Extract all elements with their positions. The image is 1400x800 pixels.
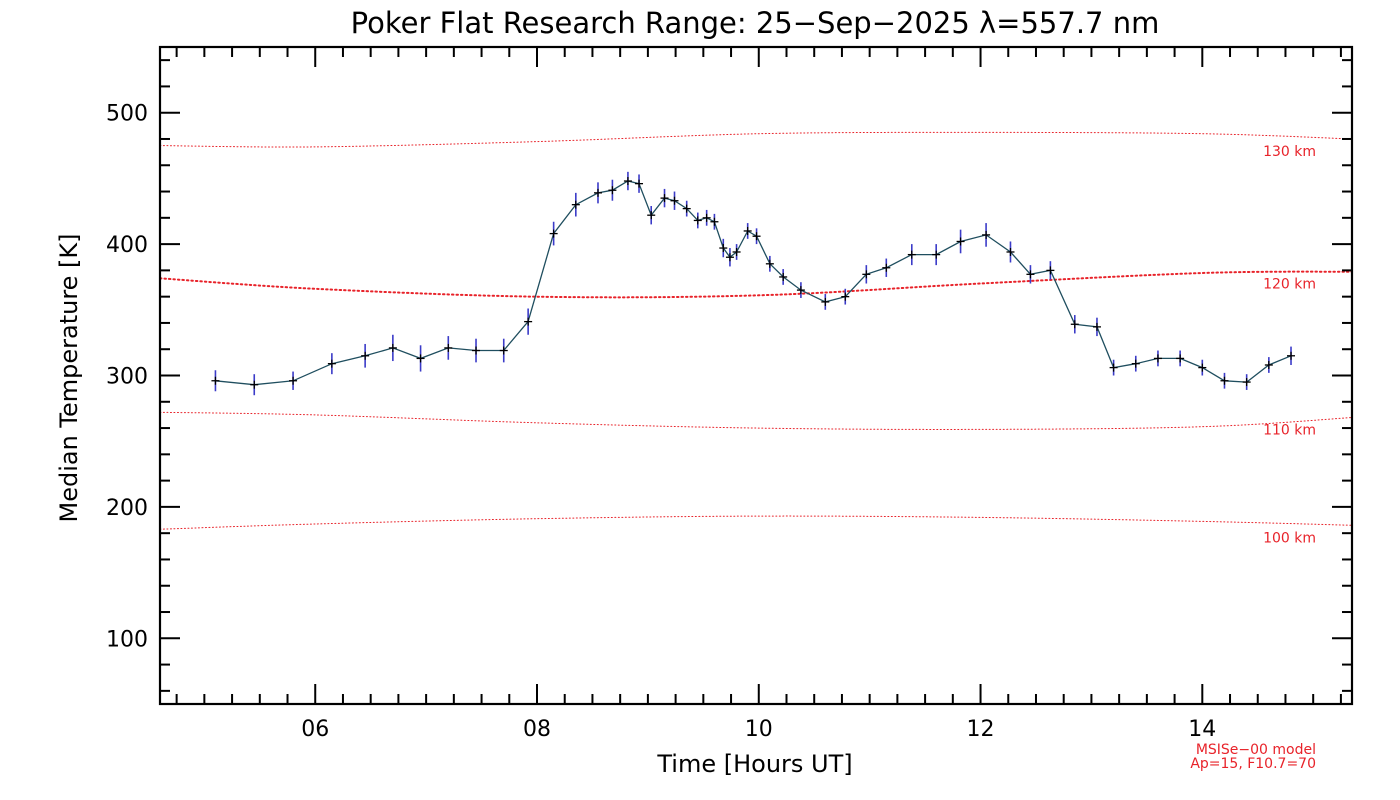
data-point	[796, 282, 805, 298]
y-tick-label: 500	[106, 102, 148, 127]
data-point	[1131, 355, 1140, 372]
chart-title: Poker Flat Research Range: 25−Sep−2025 λ…	[351, 6, 1160, 40]
y-tick-label: 200	[106, 496, 148, 521]
model-curves: 130 km 120 km 110 km 100 km	[159, 131, 1353, 546]
data-point	[702, 209, 711, 226]
data-point	[1198, 359, 1207, 376]
data-point	[1026, 265, 1035, 284]
model-curve-120-km	[159, 270, 1353, 299]
data-point	[571, 192, 580, 217]
data-point	[211, 370, 220, 392]
y-axis-label: Median Temperature [K]	[55, 233, 83, 522]
data-point	[416, 345, 425, 372]
model-curve-100-km	[159, 515, 1353, 530]
data-point	[444, 336, 453, 360]
x-axis-label: Time [Hours UT]	[656, 750, 852, 778]
data-point	[608, 179, 617, 201]
data-point	[593, 182, 602, 204]
x-tick-label: 12	[967, 717, 995, 742]
data-point	[719, 238, 728, 258]
data-point	[472, 338, 481, 363]
data-point	[647, 205, 656, 225]
data-point	[932, 244, 941, 266]
axes: 06 08 10 12 14 100 200 300 400 500	[106, 45, 1354, 742]
data-point	[635, 174, 644, 193]
data-point	[250, 374, 259, 396]
data-point	[956, 229, 965, 254]
data-point	[732, 244, 741, 260]
data-point	[862, 265, 871, 284]
model-curve-110-km	[159, 411, 1353, 430]
data-point	[710, 213, 719, 230]
x-tick-label: 14	[1188, 717, 1216, 742]
data-point	[1109, 359, 1118, 376]
data-point	[1046, 261, 1055, 280]
data-point	[623, 171, 632, 191]
model-note-line-2: Ap=15, F10.7=70	[1190, 756, 1316, 772]
model-note-line-1: MSISe−00 model	[1196, 742, 1316, 758]
data-point	[1287, 346, 1296, 365]
data-point	[882, 258, 891, 277]
y-tick-label: 300	[106, 365, 148, 390]
data-point	[779, 269, 788, 285]
model-curve-130-km	[159, 131, 1353, 148]
data-point	[1264, 357, 1273, 373]
model-curve-label: 100 km	[1263, 530, 1316, 546]
x-tick-label: 08	[523, 717, 551, 742]
model-curve-label: 120 km	[1263, 277, 1316, 293]
y-tick-label: 100	[106, 627, 148, 652]
data-point	[361, 343, 370, 368]
data-point	[1006, 241, 1015, 263]
data-point	[1070, 315, 1079, 334]
data-point	[907, 244, 916, 266]
data-point	[1176, 350, 1185, 367]
data-point	[388, 334, 397, 362]
data-point	[1153, 350, 1162, 367]
data-point	[327, 353, 336, 375]
data-point	[682, 200, 691, 217]
data-point	[725, 248, 734, 267]
data-point	[1242, 374, 1251, 390]
model-curve-label: 110 km	[1263, 423, 1316, 439]
data-point	[549, 221, 558, 246]
plot-frame	[158, 45, 1354, 706]
measurement-series	[211, 171, 1296, 396]
data-point	[743, 223, 752, 239]
data-point	[524, 308, 533, 335]
data-point	[752, 228, 761, 245]
x-tick-label: 06	[301, 717, 329, 742]
data-point	[693, 212, 702, 229]
x-tick-label: 10	[745, 717, 773, 742]
data-point	[765, 255, 774, 272]
series-line	[215, 180, 1292, 386]
data-point	[821, 294, 830, 310]
data-point	[289, 371, 298, 390]
data-point	[1220, 372, 1229, 389]
data-point	[670, 191, 679, 210]
y-tick-label: 400	[106, 233, 148, 258]
data-point	[660, 188, 669, 208]
data-point	[841, 288, 850, 305]
data-point	[1092, 317, 1101, 337]
data-point	[499, 338, 508, 363]
data-point	[982, 223, 991, 247]
model-curve-label: 130 km	[1263, 144, 1316, 160]
